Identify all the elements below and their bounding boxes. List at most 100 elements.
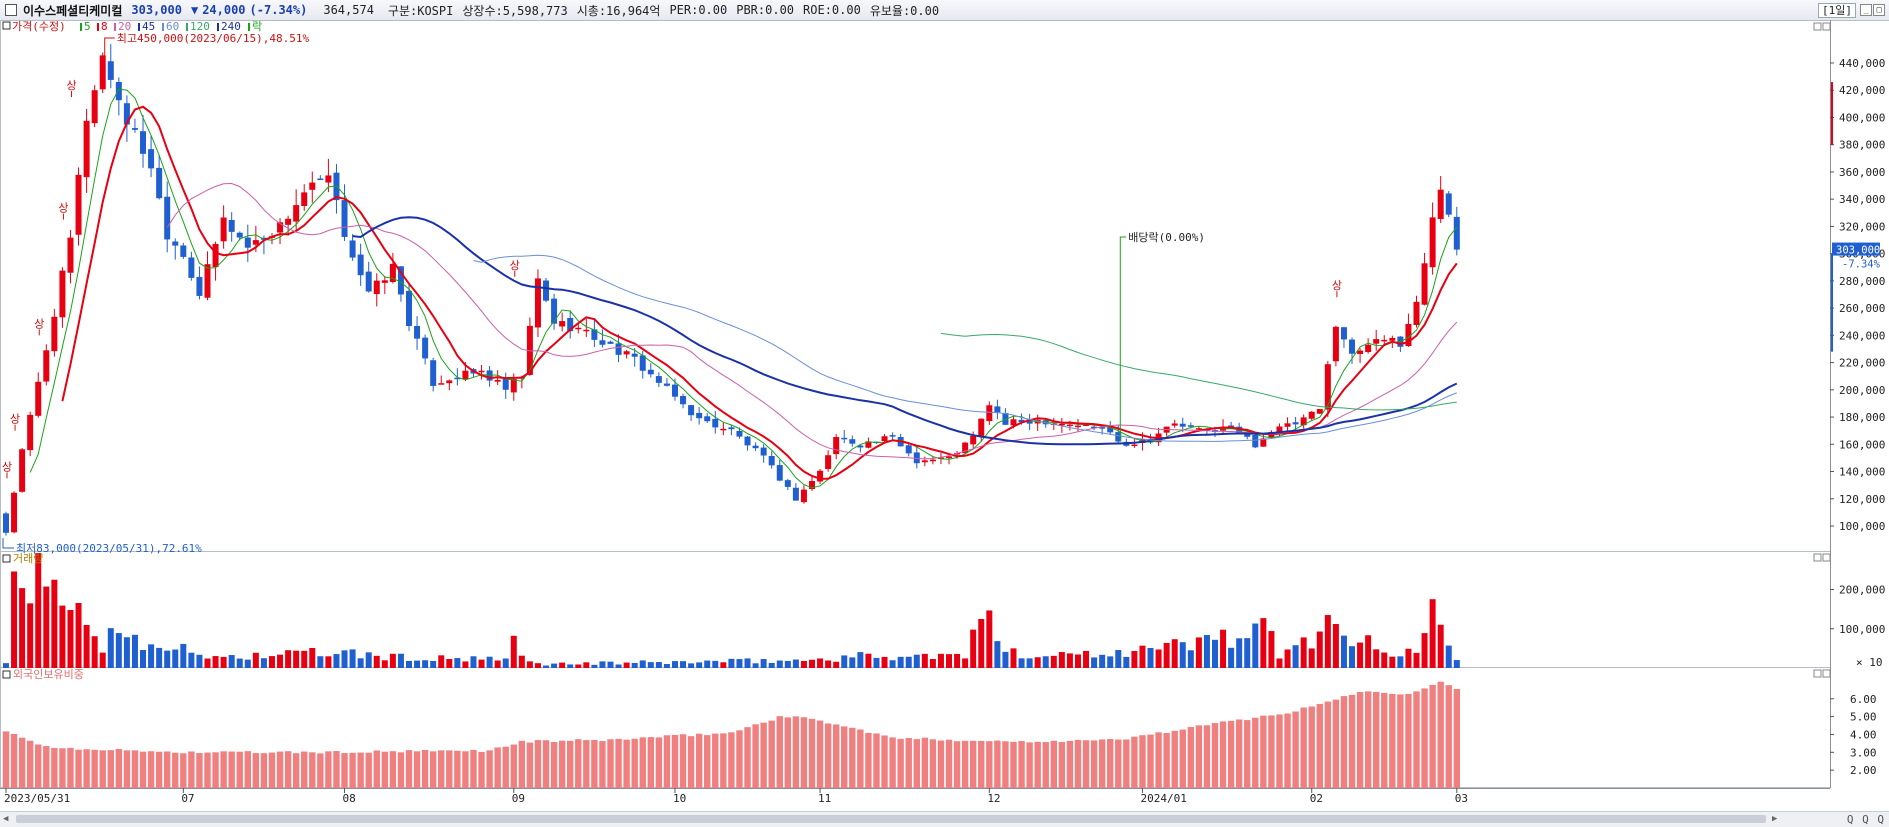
candle[interactable] — [784, 480, 791, 487]
volume-bar[interactable] — [301, 650, 308, 668]
volume-bar[interactable] — [35, 552, 42, 668]
foreign-bar[interactable] — [478, 751, 485, 788]
candle[interactable] — [1091, 426, 1098, 429]
foreign-bar[interactable] — [349, 752, 356, 788]
volume-bar[interactable] — [502, 658, 509, 668]
volume-bar[interactable] — [954, 653, 961, 668]
volume-bar[interactable] — [1187, 650, 1194, 668]
volume-bar[interactable] — [277, 654, 284, 668]
volume-bar[interactable] — [551, 663, 558, 668]
foreign-bar[interactable] — [1090, 740, 1098, 788]
candle[interactable] — [1381, 339, 1388, 342]
foreign-bar[interactable] — [639, 737, 646, 788]
foreign-bar[interactable] — [83, 749, 90, 788]
candle[interactable] — [293, 205, 300, 222]
foreign-bar[interactable] — [2, 731, 10, 788]
candle[interactable] — [381, 280, 388, 283]
foreign-bar[interactable] — [502, 746, 509, 788]
candle[interactable] — [607, 341, 614, 344]
volume-bar[interactable] — [397, 653, 404, 668]
foreign-bar[interactable] — [1324, 701, 1332, 788]
volume-bar[interactable] — [1397, 656, 1404, 668]
foreign-bar[interactable] — [59, 748, 66, 788]
volume-bar[interactable] — [970, 629, 977, 668]
candle[interactable] — [438, 383, 445, 385]
foreign-bar[interactable] — [1002, 741, 1009, 788]
volume-bar[interactable] — [833, 661, 840, 668]
foreign-bar[interactable] — [1139, 735, 1146, 788]
foreign-bar[interactable] — [671, 734, 679, 788]
foreign-bar[interactable] — [728, 732, 735, 788]
volume-bar[interactable] — [534, 663, 541, 668]
foreign-bar[interactable] — [832, 724, 840, 788]
volume-bar[interactable] — [994, 641, 1001, 668]
volume-bar[interactable] — [43, 586, 50, 668]
candle[interactable] — [180, 245, 187, 257]
volume-bar[interactable] — [1155, 649, 1162, 668]
volume-bar[interactable] — [1357, 642, 1364, 668]
foreign-bar[interactable] — [808, 718, 816, 788]
candle[interactable] — [583, 329, 590, 332]
foreign-bar[interactable] — [913, 739, 920, 788]
volume-bar[interactable] — [454, 658, 461, 668]
foreign-bar[interactable] — [994, 740, 1001, 788]
foreign-bar[interactable] — [1252, 717, 1259, 788]
volume-bar[interactable] — [1139, 645, 1146, 668]
volume-panel[interactable] — [3, 552, 1460, 668]
volume-bar[interactable] — [768, 662, 775, 668]
foreign-bar[interactable] — [51, 747, 58, 788]
scroll-left-icon[interactable]: ◀ — [3, 814, 9, 824]
foreign-bar[interactable] — [10, 733, 18, 788]
foreign-bar[interactable] — [1268, 715, 1275, 788]
candle[interactable] — [1228, 425, 1235, 427]
candle[interactable] — [752, 445, 759, 449]
foreign-bar[interactable] — [986, 741, 993, 788]
volume-bar[interactable] — [333, 654, 340, 668]
foreign-bar[interactable] — [1026, 742, 1033, 788]
foreign-bar[interactable] — [1050, 740, 1057, 788]
candle[interactable] — [1453, 216, 1460, 250]
candle[interactable] — [115, 81, 122, 101]
foreign-bar[interactable] — [1453, 689, 1460, 788]
foreign-bar[interactable] — [1364, 691, 1372, 788]
foreign-bar[interactable] — [99, 750, 106, 788]
volume-bar[interactable] — [220, 656, 227, 668]
foreign-bar[interactable] — [929, 739, 937, 788]
volume-bar[interactable] — [1107, 656, 1114, 668]
foreign-bar[interactable] — [687, 736, 695, 788]
period-selector[interactable]: [1일] — [1818, 3, 1856, 18]
foreign-bar[interactable] — [1195, 725, 1203, 788]
candle[interactable] — [446, 380, 453, 384]
panel-min-icon[interactable] — [1813, 22, 1822, 31]
volume-bar[interactable] — [921, 653, 928, 668]
candle[interactable] — [164, 196, 171, 240]
volume-bar[interactable] — [1018, 658, 1025, 668]
volume-bar[interactable] — [1236, 638, 1243, 668]
volume-bar[interactable] — [180, 643, 187, 668]
foreign-bar[interactable] — [18, 737, 26, 788]
foreign-bar[interactable] — [792, 716, 800, 788]
maximize-icon[interactable]: □ — [1873, 4, 1885, 16]
candle[interactable] — [99, 55, 106, 90]
candle[interactable] — [67, 237, 74, 273]
candle[interactable] — [462, 370, 469, 380]
candle[interactable] — [1131, 444, 1138, 447]
volume-bar[interactable] — [1332, 623, 1339, 668]
foreign-bar[interactable] — [1429, 684, 1436, 788]
candle[interactable] — [317, 178, 324, 181]
foreign-bar[interactable] — [1421, 688, 1428, 788]
candle[interactable] — [865, 441, 872, 448]
volume-bar[interactable] — [704, 660, 711, 668]
foreign-bar[interactable] — [768, 720, 775, 788]
foreign-bar[interactable] — [180, 753, 187, 788]
foreign-bar[interactable] — [1187, 727, 1195, 788]
volume-bar[interactable] — [131, 634, 138, 668]
foreign-bar[interactable] — [1074, 739, 1082, 788]
candle[interactable] — [27, 414, 34, 451]
candle[interactable] — [800, 489, 807, 503]
candle[interactable] — [1083, 424, 1090, 426]
foreign-bar[interactable] — [333, 750, 340, 788]
candle[interactable] — [905, 445, 912, 454]
foreign-bar[interactable] — [655, 737, 663, 788]
volume-bar[interactable] — [1203, 635, 1210, 668]
